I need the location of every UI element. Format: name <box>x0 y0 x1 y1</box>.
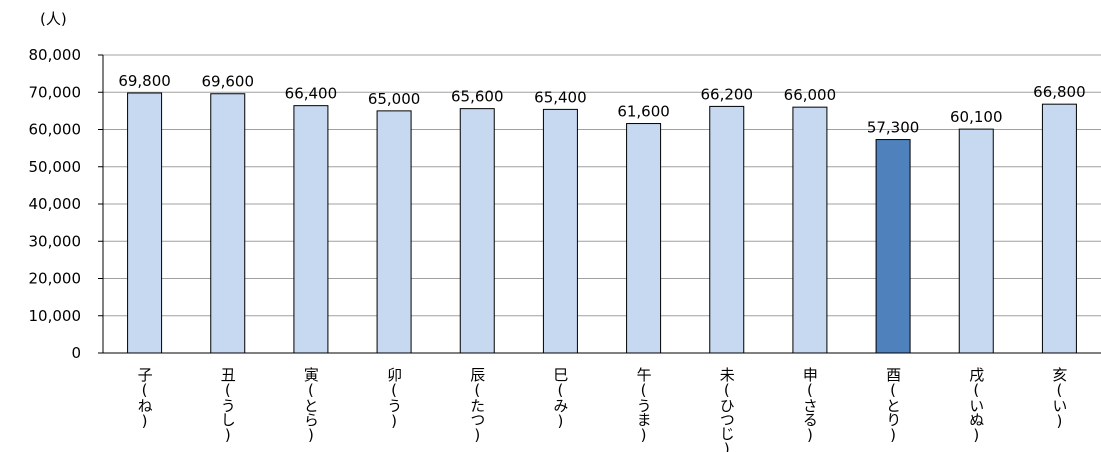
bar <box>293 105 329 354</box>
category-label: 辰(たつ) <box>468 367 486 443</box>
category-label: 戌(いぬ) <box>967 367 985 443</box>
y-tick-label: 0 <box>71 344 81 362</box>
data-label: 69,600 <box>202 73 255 91</box>
data-label: 60,100 <box>950 108 1003 126</box>
data-label: 66,800 <box>1033 83 1086 101</box>
bar <box>958 128 994 354</box>
bar <box>875 139 911 354</box>
category-label: 卯(う) <box>385 367 403 429</box>
y-tick-label: 10,000 <box>29 307 82 325</box>
bar <box>792 106 828 354</box>
category-label: 寅(とら) <box>302 367 320 443</box>
bar <box>376 110 412 354</box>
y-unit-label: (人) <box>40 10 67 28</box>
data-label: 61,600 <box>617 103 670 121</box>
y-tick-label: 40,000 <box>29 195 82 213</box>
data-label: 66,200 <box>701 85 754 103</box>
category-label: 酉(とり) <box>884 367 902 443</box>
category-label: 申(さる) <box>801 367 819 443</box>
y-tick-label: 80,000 <box>29 46 82 64</box>
category-label: 午(うま) <box>635 367 653 443</box>
y-tick-label: 50,000 <box>29 158 82 176</box>
data-label: 69,800 <box>118 72 171 90</box>
category-label: 巳(み) <box>551 367 569 429</box>
category-label: 未(ひつじ) <box>718 367 736 452</box>
bar <box>459 108 495 354</box>
bar <box>210 93 246 354</box>
bars <box>127 92 1077 354</box>
category-label: 子(ね) <box>136 367 154 429</box>
bar <box>1041 103 1077 354</box>
data-label: 66,000 <box>784 86 837 104</box>
data-label: 65,000 <box>368 90 421 108</box>
y-axis-ticks: 0 10,000 20,000 30,000 40,000 50,000 60,000 70,… <box>29 46 103 362</box>
category-labels: 子(ね) 丑(うし) 寅(とら) 卯(う) 辰(たつ) 巳(み) 午(うま) 未(ひつじ) 申(… <box>136 367 1069 452</box>
y-tick-label: 70,000 <box>29 83 82 101</box>
bar <box>127 92 163 354</box>
bar <box>709 105 745 354</box>
data-label: 66,400 <box>285 85 338 103</box>
category-label: 亥(い) <box>1050 367 1068 429</box>
data-labels: 69,800 69,600 66,400 65,000 65,600 65,400 61,6… <box>118 72 1085 137</box>
bar <box>542 108 578 354</box>
y-tick-label: 30,000 <box>29 232 82 250</box>
grid-lines <box>103 54 1101 317</box>
bar <box>626 123 662 354</box>
data-label: 65,600 <box>451 88 504 106</box>
y-tick-label: 60,000 <box>29 121 82 139</box>
y-tick-label: 20,000 <box>29 270 82 288</box>
category-label: 丑(うし) <box>219 367 237 443</box>
data-label: 57,300 <box>867 119 920 137</box>
data-label: 65,400 <box>534 88 587 106</box>
